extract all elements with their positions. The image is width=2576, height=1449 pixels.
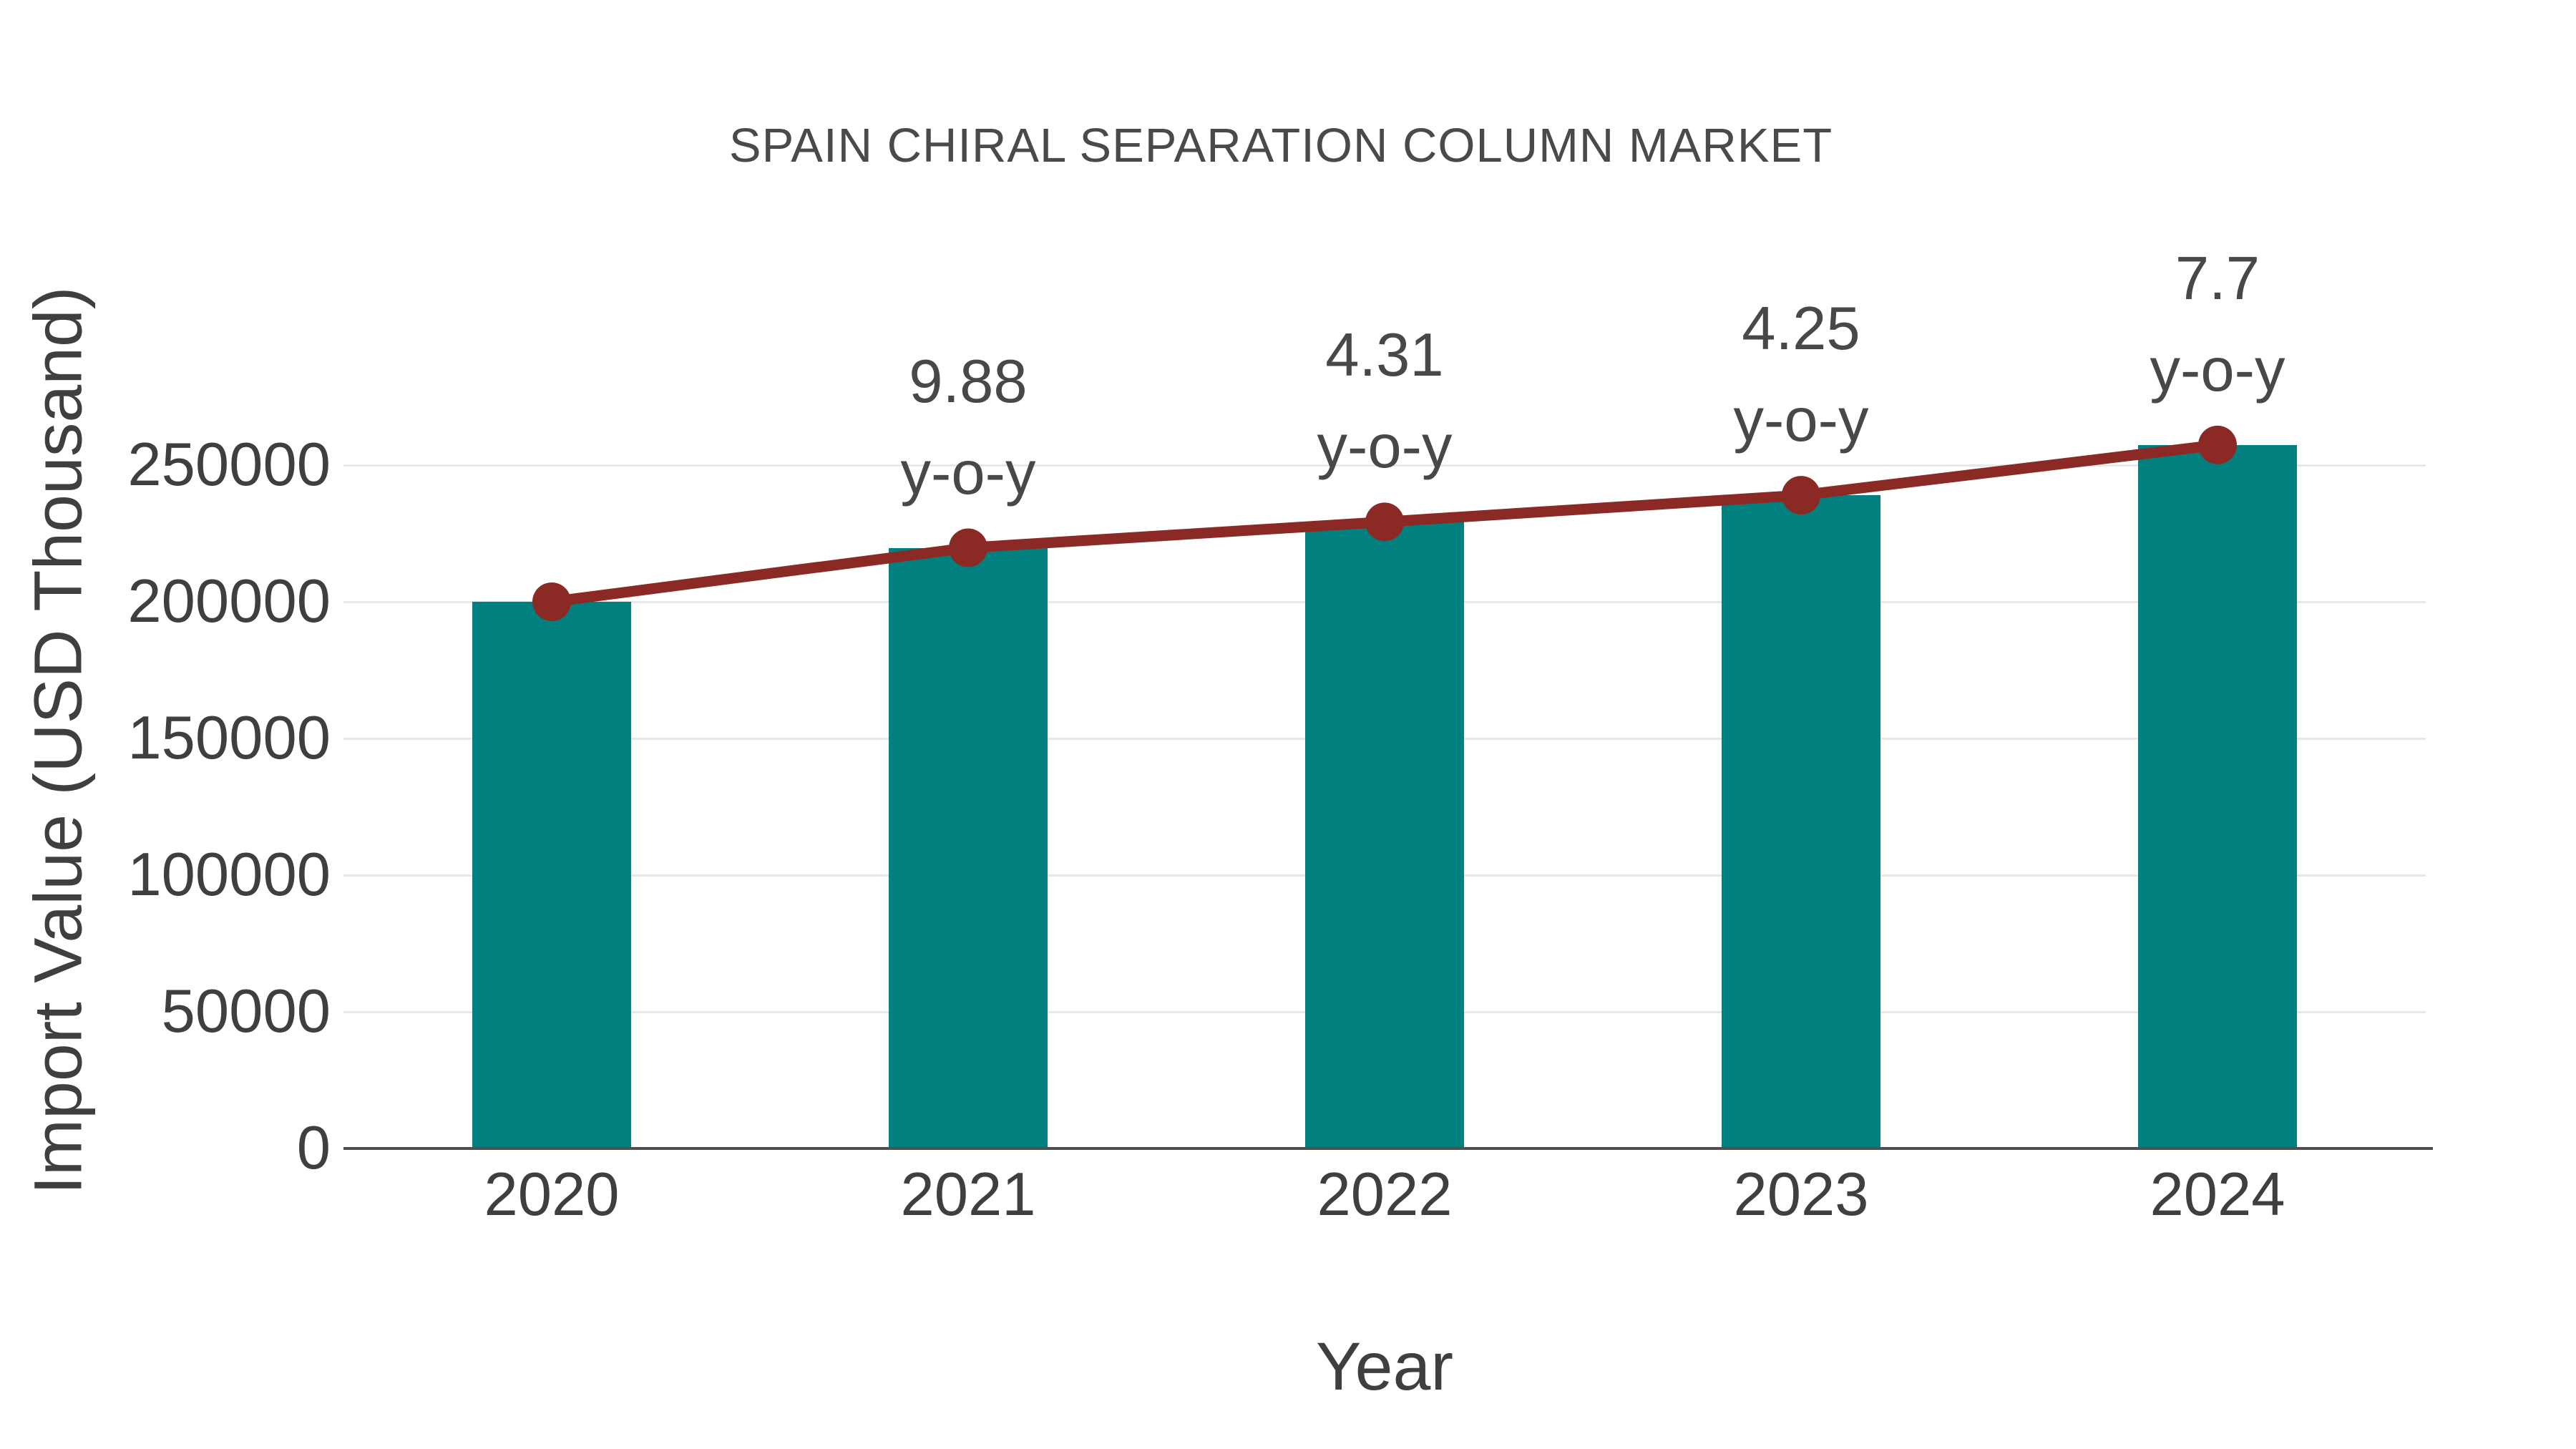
y-tick-150000: 150000	[127, 704, 331, 772]
x-tick-2020: 2020	[484, 1161, 620, 1229]
annotation-value: 7.7	[2175, 244, 2260, 313]
bar-2020	[472, 602, 631, 1148]
y-tick-0: 0	[296, 1114, 331, 1182]
x-axis-line	[343, 1147, 2433, 1150]
annotation-2021: 9.88 y-o-y	[901, 336, 1036, 519]
annotation-suffix: y-o-y	[1733, 386, 1869, 455]
y-tick-50000: 50000	[161, 977, 331, 1045]
bar-2024	[2138, 444, 2297, 1148]
annotation-suffix: y-o-y	[900, 439, 1036, 507]
annotation-2024: 7.7 y-o-y	[2150, 233, 2285, 416]
x-tick-2021: 2021	[900, 1161, 1036, 1229]
bar-2021	[889, 547, 1048, 1148]
annotation-2022: 4.31 y-o-y	[1317, 310, 1453, 493]
annotation-suffix: y-o-y	[1317, 413, 1453, 482]
annotation-value: 9.88	[909, 347, 1028, 416]
annotation-value: 4.31	[1325, 321, 1444, 390]
annotation-suffix: y-o-y	[2150, 336, 2285, 404]
bar-2022	[1305, 522, 1464, 1148]
chart-title: SPAIN CHIRAL SEPARATION COLUMN MARKET	[728, 119, 1833, 172]
y-tick-100000: 100000	[127, 841, 331, 909]
y-tick-250000: 250000	[127, 431, 331, 499]
bar-2023	[1722, 495, 1880, 1148]
annotation-value: 4.25	[1742, 295, 1860, 364]
x-tick-2023: 2023	[1733, 1161, 1869, 1229]
x-axis-title: Year	[1316, 1329, 1453, 1405]
annotation-2023: 4.25 y-o-y	[1734, 283, 1869, 467]
x-tick-2022: 2022	[1317, 1161, 1453, 1229]
x-tick-2024: 2024	[2150, 1161, 2285, 1229]
y-tick-200000: 200000	[127, 567, 331, 635]
